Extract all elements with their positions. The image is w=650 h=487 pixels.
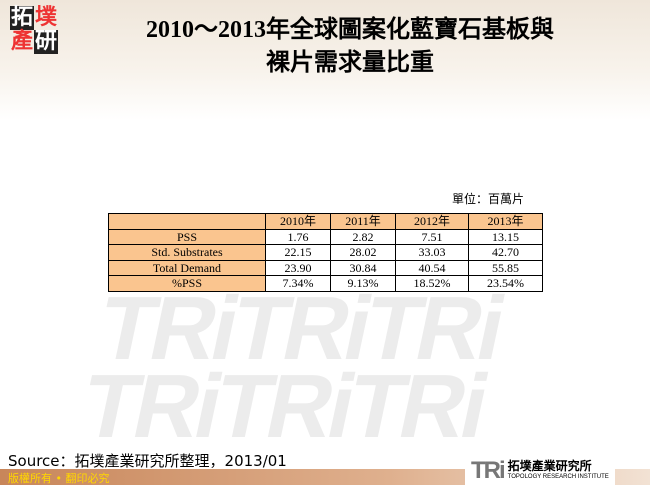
logo-char: 拓 (10, 5, 34, 30)
title-line-2: 裸片需求量比重 (266, 50, 434, 76)
cell: 18.52% (395, 275, 469, 292)
brand-mark: TRi (471, 457, 506, 484)
cell: 23.54% (468, 275, 543, 292)
row-label: Std. Substrates (108, 244, 266, 261)
cell: 42.70 (468, 244, 543, 261)
header-cell (108, 213, 266, 230)
row-label: %PSS (108, 275, 266, 292)
brand-cn: 拓墣產業研究所 (507, 459, 592, 473)
logo-char: 研 (34, 29, 58, 54)
row-label: Total Demand (108, 259, 266, 276)
title-line-1: 2010～2013年全球圖案化藍寶石基板與 (146, 17, 554, 43)
copyright-text: 版權所有 • 翻印必究 (8, 472, 110, 485)
header-background (0, 0, 650, 120)
table-row: Std. Substrates 22.15 28.02 33.03 42.70 (108, 244, 543, 261)
header-cell: 2011年 (330, 213, 396, 230)
logo-char: 產 (10, 29, 33, 54)
cell: 28.02 (330, 244, 396, 261)
cell: 7.51 (395, 228, 469, 245)
cell: 7.34% (265, 275, 331, 292)
source-note: Source：拓墣產業研究所整理，2013/01 (8, 452, 287, 470)
brand-en: TOPOLOGY RESEARCH INSTITUTE (507, 474, 609, 480)
cell: 9.13% (330, 275, 396, 292)
cell: 23.90 (265, 259, 331, 276)
unit-label: 單位：百萬片 (452, 192, 525, 206)
header-row: 2010年 2011年 2012年 2013年 (108, 213, 543, 230)
logo-char: 墣 (34, 5, 57, 30)
cell: 55.85 (468, 259, 543, 276)
cell: 33.03 (395, 244, 469, 261)
data-table: 2010年 2011年 2012年 2013年 PSS 1.76 2.82 7.51 1… (108, 213, 543, 292)
table-row: PSS 1.76 2.82 7.51 13.15 (108, 228, 543, 245)
cell: 30.84 (330, 259, 396, 276)
table-row: Total Demand 23.90 30.84 40.54 55.85 (108, 259, 543, 276)
cell: 2.82 (330, 228, 396, 245)
watermark: TRiTRiTRi TRiTRiTRi (73, 290, 511, 457)
cell: 1.76 (265, 228, 331, 245)
table-row: %PSS 7.34% 9.13% 18.52% 23.54% (108, 275, 543, 292)
header-cell: 2012年 (395, 213, 469, 230)
cell: 40.54 (395, 259, 469, 276)
header-cell: 2013年 (468, 213, 543, 230)
page-title: 2010～2013年全球圖案化藍寶石基板與 裸片需求量比重 (80, 14, 620, 80)
cell: 13.15 (468, 228, 543, 245)
logo: 拓墣產研 (10, 6, 62, 56)
tri-logo: TRi 拓墣產業研究所 TOPOLOGY RESEARCH INSTITUTE (465, 455, 615, 487)
header-cell: 2010年 (265, 213, 331, 230)
cell: 22.15 (265, 244, 331, 261)
row-label: PSS (108, 228, 266, 245)
